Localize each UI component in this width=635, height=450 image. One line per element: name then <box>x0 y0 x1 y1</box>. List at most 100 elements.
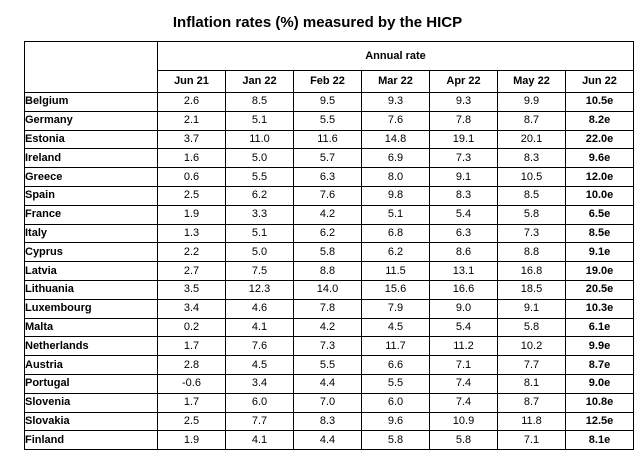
value-cell: 5.5 <box>293 110 362 131</box>
corner-cell <box>24 41 158 93</box>
value-cell: 5.5 <box>225 167 294 187</box>
value-cell: 8.7 <box>497 110 566 131</box>
value-cell: 14.8 <box>361 129 430 150</box>
value-cell: 5.1 <box>225 223 294 244</box>
country-cell: Ireland <box>24 148 158 169</box>
latest-value-cell: 10.5e <box>565 92 634 112</box>
value-cell: 4.5 <box>225 355 294 375</box>
group-header: Annual rate <box>157 41 634 71</box>
value-cell: 2.5 <box>157 411 226 432</box>
column-header: May 22 <box>497 70 566 93</box>
table-row: Finland 1.9 4.1 4.4 5.8 5.8 7.1 8.1e <box>24 430 634 450</box>
latest-value-cell: 8.2e <box>565 110 634 131</box>
value-cell: 11.2 <box>429 336 498 357</box>
latest-value-cell: 22.0e <box>565 129 634 150</box>
value-cell: 9.3 <box>361 92 430 112</box>
value-cell: 5.7 <box>293 148 362 169</box>
value-cell: 7.8 <box>429 110 498 131</box>
country-cell: Slovenia <box>24 392 158 413</box>
value-cell: 5.8 <box>497 317 566 338</box>
value-cell: 8.3 <box>293 411 362 432</box>
value-cell: 19.1 <box>429 129 498 150</box>
table-row: Latvia 2.7 7.5 8.8 11.5 13.1 16.8 19.0e <box>24 261 634 281</box>
value-cell: 5.1 <box>225 110 294 131</box>
value-cell: 6.2 <box>293 223 362 244</box>
country-cell: Portugal <box>24 373 158 394</box>
value-cell: 7.4 <box>429 392 498 413</box>
value-cell: 6.2 <box>361 242 430 263</box>
column-header: Mar 22 <box>361 70 430 93</box>
value-cell: 7.4 <box>429 373 498 394</box>
value-cell: 12.3 <box>225 279 294 300</box>
table-row: Estonia 3.7 11.0 11.6 14.8 19.1 20.1 22.0e <box>24 129 634 150</box>
table-row: Belgium 2.6 8.5 9.5 9.3 9.3 9.9 10.5e <box>24 92 634 112</box>
latest-value-cell: 12.0e <box>565 167 634 187</box>
value-cell: 6.0 <box>225 392 294 413</box>
value-cell: 4.1 <box>225 317 294 338</box>
value-cell: 7.3 <box>497 223 566 244</box>
value-cell: 2.1 <box>157 110 226 131</box>
page-title: Inflation rates (%) measured by the HICP <box>172 14 463 31</box>
value-cell: 11.0 <box>225 129 294 150</box>
latest-value-cell: 9.1e <box>565 242 634 263</box>
value-cell: 2.7 <box>157 261 226 281</box>
value-cell: 10.2 <box>497 336 566 357</box>
latest-value-cell: 10.8e <box>565 392 634 413</box>
value-cell: 7.6 <box>225 336 294 357</box>
value-cell: 7.1 <box>429 355 498 375</box>
value-cell: 5.8 <box>361 430 430 450</box>
value-cell: 8.5 <box>497 185 566 206</box>
country-cell: Netherlands <box>24 336 158 357</box>
value-cell: 4.1 <box>225 430 294 450</box>
country-cell: Latvia <box>24 261 158 281</box>
value-cell: 6.2 <box>225 185 294 206</box>
value-cell: 9.1 <box>429 167 498 187</box>
value-cell: 6.3 <box>429 223 498 244</box>
country-cell: Belgium <box>24 92 158 112</box>
value-cell: 9.8 <box>361 185 430 206</box>
value-cell: 5.5 <box>293 355 362 375</box>
country-cell: Spain <box>24 185 158 206</box>
value-cell: 8.7 <box>497 392 566 413</box>
value-cell: 11.7 <box>361 336 430 357</box>
table-row: Germany 2.1 5.1 5.5 7.6 7.8 8.7 8.2e <box>24 110 634 131</box>
value-cell: 5.8 <box>293 242 362 263</box>
table-row: Greece 0.6 5.5 6.3 8.0 9.1 10.5 12.0e <box>24 167 634 187</box>
value-cell: 9.5 <box>293 92 362 112</box>
value-cell: 5.4 <box>429 204 498 225</box>
value-cell: 3.4 <box>225 373 294 394</box>
value-cell: 11.6 <box>293 129 362 150</box>
latest-value-cell: 6.5e <box>565 204 634 225</box>
column-header-row: Jun 21 Jan 22 Feb 22 Mar 22 Apr 22 May 22 Jun … <box>25 70 634 93</box>
latest-value-cell: 19.0e <box>565 261 634 281</box>
column-header: Apr 22 <box>429 70 498 93</box>
value-cell: 5.0 <box>225 148 294 169</box>
table-row: Portugal -0.6 3.4 4.4 5.5 7.4 8.1 9.0e <box>24 373 634 394</box>
value-cell: 1.9 <box>157 204 226 225</box>
value-cell: 9.9 <box>497 92 566 112</box>
country-cell: Italy <box>24 223 158 244</box>
value-cell: 16.6 <box>429 279 498 300</box>
country-cell: France <box>24 204 158 225</box>
value-cell: 3.5 <box>157 279 226 300</box>
value-cell: 0.6 <box>157 167 226 187</box>
value-cell: 1.9 <box>157 430 226 450</box>
value-cell: 5.8 <box>429 430 498 450</box>
table-row: Austria 2.8 4.5 5.5 6.6 7.1 7.7 8.7e <box>24 355 634 375</box>
latest-value-cell: 8.7e <box>565 355 634 375</box>
value-cell: 1.6 <box>157 148 226 169</box>
value-cell: 5.0 <box>225 242 294 263</box>
value-cell: 9.1 <box>497 298 566 319</box>
value-cell: 8.1 <box>497 373 566 394</box>
value-cell: 7.3 <box>293 336 362 357</box>
country-cell: Finland <box>24 430 158 450</box>
value-cell: 2.2 <box>157 242 226 263</box>
value-cell: 5.4 <box>429 317 498 338</box>
value-cell: 20.1 <box>497 129 566 150</box>
value-cell: 1.7 <box>157 392 226 413</box>
value-cell: 2.8 <box>157 355 226 375</box>
country-cell: Luxembourg <box>24 298 158 319</box>
value-cell: 7.1 <box>497 430 566 450</box>
table-row: Lithuania 3.5 12.3 14.0 15.6 16.6 18.5 20.5e <box>24 279 634 300</box>
value-cell: 14.0 <box>293 279 362 300</box>
